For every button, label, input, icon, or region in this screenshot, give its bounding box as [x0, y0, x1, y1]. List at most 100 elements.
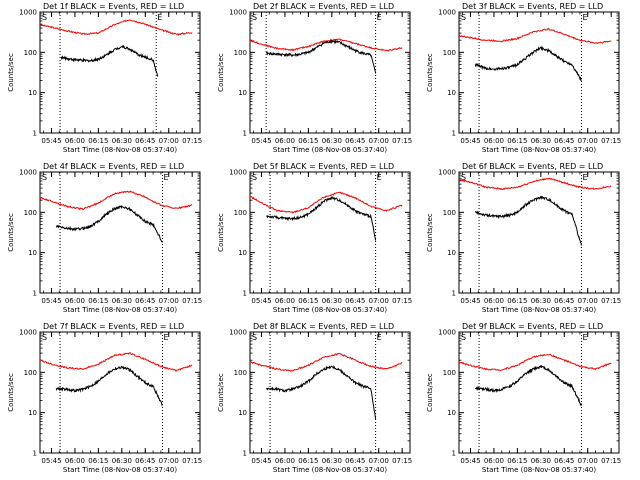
events-series-line	[265, 365, 377, 419]
lld-series-line	[458, 353, 612, 372]
end-marker: E	[163, 173, 168, 182]
detector-panel: Det 8f BLACK = Events, RED = LLD 1 10 100 10…	[217, 322, 412, 474]
lld-series-line	[39, 19, 193, 36]
plot-frame	[458, 331, 620, 454]
end-marker: E	[157, 13, 162, 22]
end-marker: E	[582, 333, 587, 342]
y-tick-label: 10	[238, 89, 247, 97]
panel-title: Det 9f BLACK = Events, RED = LLD	[462, 322, 603, 331]
y-tick-label: 1	[243, 290, 247, 298]
start-marker: S	[461, 13, 466, 22]
y-tick-label: 10	[447, 89, 456, 97]
y-tick-label: 100	[24, 369, 37, 377]
y-axis-label: Counts/sec	[7, 373, 15, 412]
y-tick-label: 1000	[229, 169, 247, 177]
detector-panel: Det 3f BLACK = Events, RED = LLD 1 10 100 10…	[426, 2, 621, 154]
x-tick-label: 06:15	[507, 137, 527, 145]
x-tick-label: 06:00	[484, 457, 504, 465]
x-tick-label: 06:15	[88, 297, 108, 305]
x-tick-label: 06:30	[112, 457, 132, 465]
x-tick-label: 06:30	[322, 457, 342, 465]
x-tick-label: 07:00	[159, 297, 179, 305]
detector-panel: Det 2f BLACK = Events, RED = LLD 1 10 100 10…	[217, 2, 412, 154]
x-tick-label: 07:00	[369, 297, 389, 305]
y-tick-label: 1000	[229, 329, 247, 337]
x-tick-label: 07:00	[159, 457, 179, 465]
y-tick-label: 100	[234, 369, 247, 377]
x-tick-label: 07:00	[159, 137, 179, 145]
x-tick-label: 05:45	[41, 297, 61, 305]
x-tick-label: 07:15	[601, 297, 621, 305]
panel-title: Det 7f BLACK = Events, RED = LLD	[43, 322, 184, 331]
plot-frame	[249, 11, 411, 134]
y-tick-label: 100	[24, 209, 37, 217]
x-tick-label: 06:30	[112, 297, 132, 305]
panel-title: Det 6f BLACK = Events, RED = LLD	[462, 162, 603, 171]
panel-title: Det 8f BLACK = Events, RED = LLD	[253, 322, 394, 331]
x-axis-label: Start Time (08-Nov-08 05:37:40)	[273, 146, 387, 154]
x-tick-label: 06:15	[298, 137, 318, 145]
y-axis-label: Counts/sec	[217, 213, 225, 252]
lld-series-line	[249, 352, 403, 372]
x-tick-label: 06:15	[507, 297, 527, 305]
x-tick-label: 07:15	[392, 457, 412, 465]
y-tick-label: 100	[443, 209, 456, 217]
detector-panel: Det 6f BLACK = Events, RED = LLD 1 10 100 10…	[426, 162, 621, 314]
x-tick-label: 06:30	[531, 137, 551, 145]
x-tick-label: 05:45	[41, 457, 61, 465]
x-tick-label: 05:45	[460, 457, 480, 465]
x-tick-label: 06:45	[135, 297, 155, 305]
x-tick-label: 06:15	[507, 457, 527, 465]
end-marker: E	[377, 333, 382, 342]
y-axis-label: Counts/sec	[7, 213, 15, 252]
panel-title: Det 3f BLACK = Events, RED = LLD	[462, 2, 603, 11]
start-marker: S	[42, 13, 47, 22]
end-marker: E	[377, 173, 382, 182]
detector-panel: Det 5f BLACK = Events, RED = LLD 1 10 100 10…	[217, 162, 412, 314]
start-marker: S	[42, 173, 47, 182]
y-tick-label: 1	[452, 290, 456, 298]
x-tick-label: 07:15	[182, 457, 202, 465]
lld-series-line	[458, 27, 612, 44]
end-marker: E	[582, 173, 587, 182]
start-marker: S	[252, 333, 257, 342]
x-tick-label: 06:00	[65, 457, 85, 465]
x-tick-label: 06:30	[112, 137, 132, 145]
y-tick-label: 1000	[19, 9, 37, 17]
x-tick-label: 06:00	[275, 457, 295, 465]
x-tick-label: 06:00	[65, 137, 85, 145]
panel-title: Det 2f BLACK = Events, RED = LLD	[253, 2, 394, 11]
x-tick-label: 06:45	[135, 457, 155, 465]
events-series-line	[474, 45, 582, 82]
x-tick-label: 05:45	[460, 297, 480, 305]
x-tick-label: 05:45	[251, 457, 271, 465]
lld-series-line	[39, 351, 193, 372]
x-tick-label: 06:45	[135, 137, 155, 145]
panel-title: Det 5f BLACK = Events, RED = LLD	[253, 162, 394, 171]
x-tick-label: 06:15	[88, 137, 108, 145]
plot-frame	[458, 171, 620, 294]
detector-panel: Det 4f BLACK = Events, RED = LLD 1 10 100 10…	[7, 162, 202, 314]
plot-frame	[458, 11, 620, 134]
plot-frame	[39, 11, 201, 134]
x-tick-label: 07:00	[578, 457, 598, 465]
start-marker: S	[252, 13, 257, 22]
y-tick-label: 100	[443, 369, 456, 377]
events-series-line	[474, 195, 582, 246]
y-tick-label: 10	[447, 249, 456, 257]
y-tick-label: 10	[28, 249, 37, 257]
x-axis-label: Start Time (08-Nov-08 05:37:40)	[482, 146, 596, 154]
detector-panel: Det 1f BLACK = Events, RED = LLD 1 10 100 10…	[7, 2, 202, 154]
x-tick-label: 07:00	[578, 137, 598, 145]
y-tick-label: 1000	[19, 169, 37, 177]
y-tick-label: 1	[33, 450, 37, 458]
x-axis-label: Start Time (08-Nov-08 05:37:40)	[482, 306, 596, 314]
y-axis-label: Counts/sec	[217, 373, 225, 412]
detector-panel: Det 7f BLACK = Events, RED = LLD 1 10 100 10…	[7, 322, 202, 474]
y-tick-label: 1000	[229, 9, 247, 17]
y-tick-label: 100	[234, 49, 247, 57]
y-tick-label: 1000	[438, 9, 456, 17]
events-series-line	[60, 44, 159, 77]
x-tick-label: 06:45	[345, 137, 365, 145]
